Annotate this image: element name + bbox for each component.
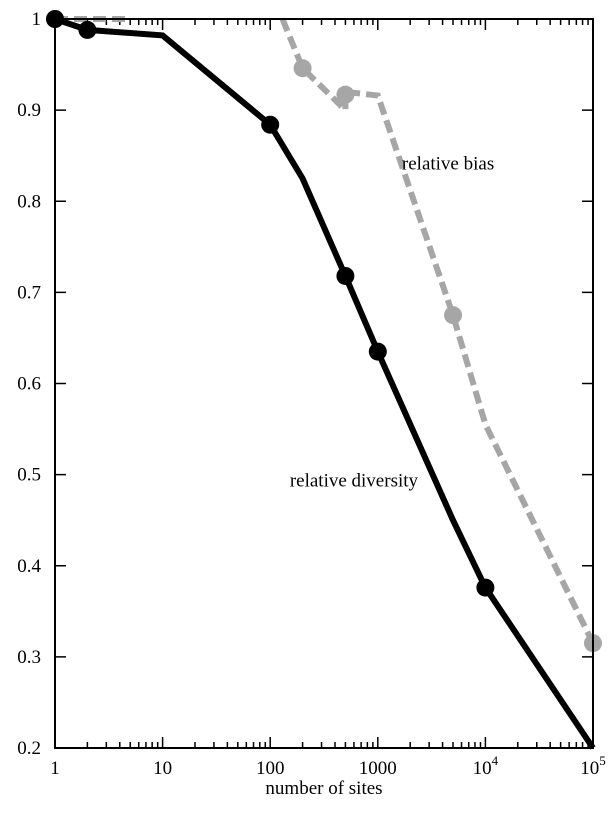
data-point [336, 266, 355, 285]
x-tick-label: 1 [50, 758, 60, 779]
plot-frame [54, 18, 594, 749]
x-axis-title: number of sites [265, 778, 382, 799]
data-point [78, 20, 97, 39]
y-tick-label: 0.9 [17, 100, 41, 121]
series-line [54, 16, 596, 750]
series-layer [46, 10, 602, 750]
data-point [293, 59, 312, 78]
series-relative-bias [46, 10, 602, 653]
series-annotation: relative bias [402, 153, 494, 174]
x-tick-label: 105 [580, 753, 606, 779]
series-annotation: relative diversity [290, 470, 419, 491]
x-tick-label: 10 [153, 758, 172, 779]
data-point [368, 342, 387, 361]
y-tick-label: 0.4 [17, 556, 41, 577]
tick-labels: 1 10 100 1000 104 105 0.2 0.3 0.4 0.5 0.6 0.7 0.8 0.9… [17, 9, 606, 779]
annotations: relative bias relative diversity [290, 153, 494, 491]
y-tick-label: 0.7 [17, 282, 41, 303]
y-tick-label: 0.8 [17, 191, 41, 212]
y-tick-label: 0.5 [17, 465, 41, 486]
y-tick-label: 0.3 [17, 647, 41, 668]
series-relative-diversity [46, 10, 596, 750]
data-point [336, 85, 355, 104]
y-tick-label: 0.2 [17, 738, 41, 759]
x-tick-label: 104 [473, 753, 499, 779]
data-point [444, 306, 463, 325]
data-point [476, 578, 495, 597]
series-line [279, 17, 596, 645]
axis-ticks [54, 18, 593, 749]
x-tick-label: 100 [256, 758, 285, 779]
x-tick-label: 1000 [359, 758, 397, 779]
y-tick-label: 1 [32, 9, 42, 30]
y-tick-label: 0.6 [17, 374, 41, 395]
data-point [261, 115, 280, 134]
